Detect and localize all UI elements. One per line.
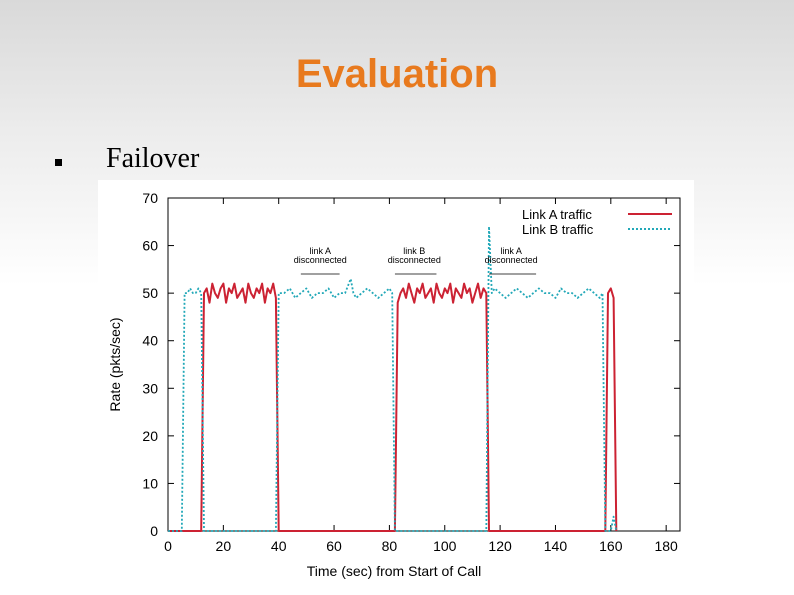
x-tick-label: 160	[599, 538, 623, 554]
slide-title: Evaluation	[295, 52, 499, 96]
x-tick-label: 60	[326, 538, 342, 554]
bullet-text: Failover	[106, 143, 200, 174]
x-tick-label: 0	[164, 538, 172, 554]
annotation-label-line1: link A	[309, 246, 331, 256]
x-tick-label: 140	[544, 538, 568, 554]
x-tick-label: 100	[433, 538, 457, 554]
y-tick-label: 40	[142, 333, 158, 349]
bullet-item: Failover	[55, 143, 199, 175]
y-tick-label: 50	[142, 285, 158, 301]
y-tick-label: 10	[142, 475, 158, 491]
series-line-link-b	[168, 225, 618, 532]
x-tick-label: 80	[382, 538, 398, 554]
y-tick-label: 70	[142, 190, 158, 206]
plot-frame	[167, 197, 681, 532]
series-line-link-a	[168, 282, 618, 532]
legend-label: Link A traffic	[522, 207, 592, 222]
failover-chart: 0 10 20 30 40 50 60 70 0 20 40 60 80 100 120 140 160 180 T…	[107, 190, 681, 579]
x-tick-label: 180	[654, 538, 678, 554]
annotation-label-line2: disconnected	[388, 255, 441, 265]
y-tick-label: 30	[142, 380, 158, 396]
y-tick-label: 20	[142, 428, 158, 444]
y-tick-label: 0	[150, 523, 158, 539]
annotation-label-line1: link A	[500, 246, 522, 256]
legend-label: Link B traffic	[522, 222, 594, 237]
x-axis-label: Time (sec) from Start of Call	[307, 563, 482, 579]
chart-container: 0 10 20 30 40 50 60 70 0 20 40 60 80 100 120 140 160 180 T…	[98, 180, 694, 580]
annotation-label-line2: disconnected	[294, 255, 347, 265]
x-tick-label: 20	[216, 538, 232, 554]
annotation-label-line1: link B	[403, 246, 425, 256]
x-tick-label: 40	[271, 538, 287, 554]
y-tick-label: 60	[142, 238, 158, 254]
annotation-label-line2: disconnected	[485, 255, 538, 265]
y-axis-label: Rate (pkts/sec)	[107, 317, 123, 411]
x-tick-label: 120	[488, 538, 512, 554]
bullet-marker	[55, 158, 62, 166]
